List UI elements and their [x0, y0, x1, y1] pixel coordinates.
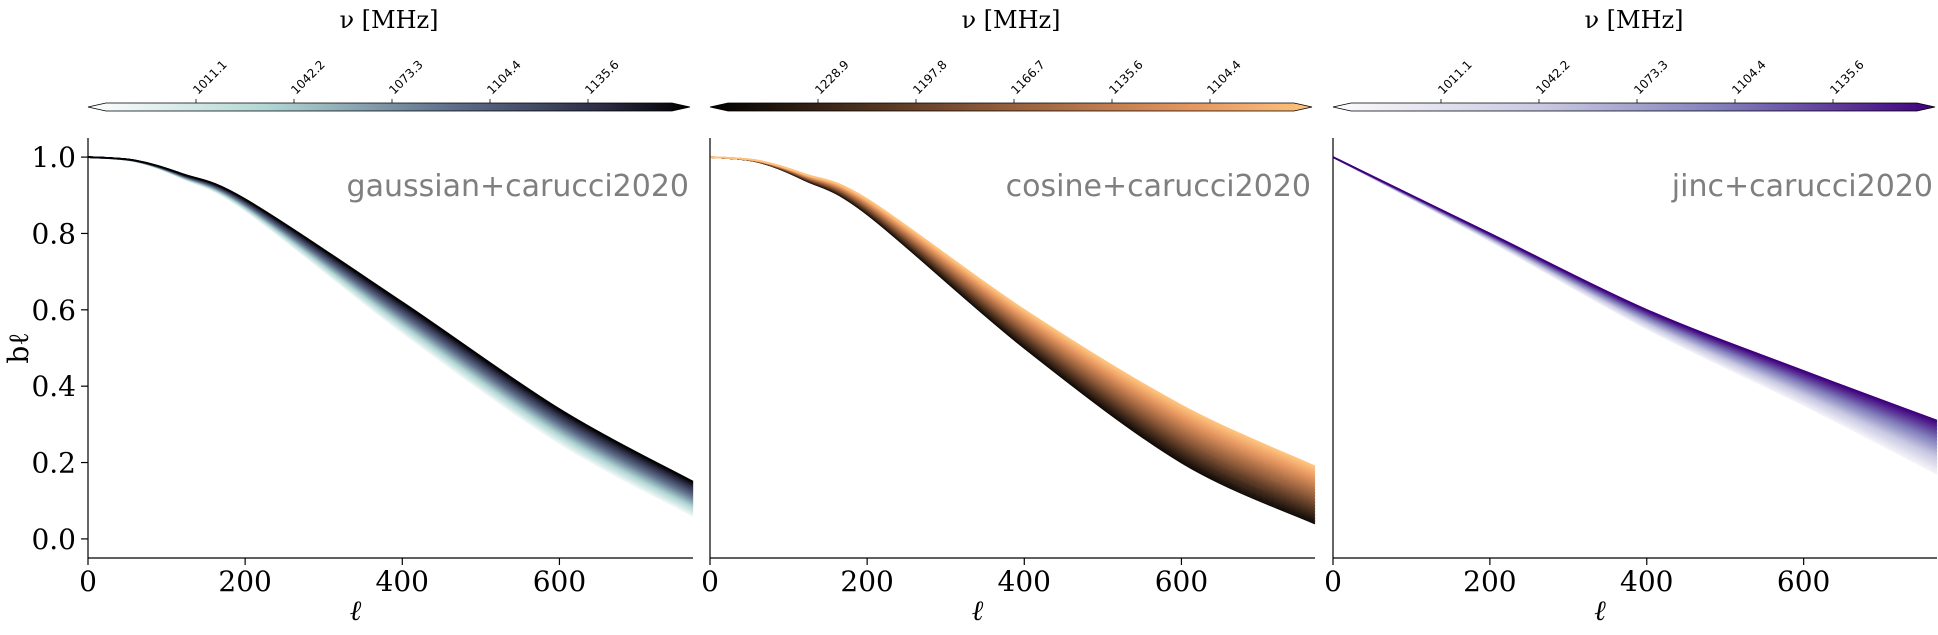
colorbar-tick-label: 1228.9 [812, 58, 852, 98]
curves [1332, 156, 1938, 475]
beam-curve [1332, 156, 1938, 422]
colorbar-tick-label: 1135.6 [1106, 58, 1146, 98]
panel-cosine: 1228.9 1197.8 1166.7 1135.6 1104.4 ν [MHz] 0 20… [701, 6, 1316, 627]
y-tick-label: 0.8 [31, 217, 76, 250]
x-tick-label: 600 [533, 565, 586, 598]
x-tick-label: 0 [701, 565, 719, 598]
colorbar-tick-label: 1073.3 [386, 58, 426, 98]
x-tick-label: 0 [1324, 565, 1342, 598]
beam-curve [87, 156, 694, 483]
colorbar-bar [709, 102, 1313, 112]
y-tick-label: 0.6 [31, 294, 76, 327]
axes: 0 200 400 600 ℓ 0.0 0.2 0.4 0.6 0.8 1.0 bℓ [2, 138, 693, 627]
panel-gaussian: 1011.1 1042.2 1073.3 1104.4 1135.6 ν [MHz] 0 20… [2, 6, 694, 627]
colorbar-tick-label: 1104.4 [1729, 58, 1769, 98]
beam-curve [709, 156, 1316, 468]
x-tick-label: 200 [218, 565, 271, 598]
x-axis-label: ℓ [972, 594, 984, 627]
colorbar-tick-label: 1197.8 [910, 58, 950, 98]
x-tick-label: 600 [1155, 565, 1208, 598]
y-tick-label: 0.2 [31, 447, 76, 480]
colorbar: 1011.1 1042.2 1073.3 1104.4 1135.6 ν [MHz] [87, 6, 691, 112]
y-tick-label: 1.0 [31, 141, 76, 174]
colorbar-tick-label: 1135.6 [582, 58, 622, 98]
colorbar-tick-label: 1135.6 [1827, 58, 1867, 98]
colorbar-tick-label: 1011.1 [1435, 58, 1475, 98]
x-tick-label: 0 [79, 565, 97, 598]
colorbar-tick-label: 1042.2 [288, 58, 328, 98]
colorbar: 1228.9 1197.8 1166.7 1135.6 1104.4 ν [MHz] [709, 6, 1313, 112]
panel-label: gaussian+carucci2020 [347, 169, 689, 204]
y-tick-label: 0.4 [31, 370, 76, 403]
axes: 0 200 400 600 ℓ [1324, 138, 1937, 627]
x-tick-label: 200 [840, 565, 893, 598]
colorbar: 1011.1 1042.2 1073.3 1104.4 1135.6 ν [MHz] [1332, 6, 1936, 112]
x-tick-label: 600 [1777, 565, 1830, 598]
colorbar-label: ν [MHz] [1584, 6, 1683, 34]
colorbar-label: ν [MHz] [339, 6, 438, 34]
colorbar-label: ν [MHz] [961, 6, 1060, 34]
curves [709, 156, 1316, 525]
colorbar-tick-label: 1104.4 [484, 58, 524, 98]
colorbar-bar [1332, 102, 1936, 112]
x-axis-label: ℓ [1594, 594, 1606, 627]
curves [87, 156, 694, 517]
x-tick-label: 400 [998, 565, 1051, 598]
colorbar-tick-label: 1042.2 [1533, 58, 1573, 98]
panel-jinc: 1011.1 1042.2 1073.3 1104.4 1135.6 ν [MHz] 0 20… [1324, 6, 1938, 627]
colorbar-tick-label: 1073.3 [1631, 58, 1671, 98]
colorbar-tick-label: 1166.7 [1008, 58, 1048, 98]
panel-label: cosine+carucci2020 [1006, 169, 1311, 204]
x-tick-label: 400 [376, 565, 429, 598]
colorbar-bar [87, 102, 691, 112]
x-tick-label: 400 [1620, 565, 1673, 598]
colorbar-tick-label: 1104.4 [1204, 58, 1244, 98]
y-tick-label: 0.0 [31, 523, 76, 556]
x-axis-label: ℓ [350, 594, 362, 627]
x-tick-label: 200 [1463, 565, 1516, 598]
colorbar-tick-label: 1011.1 [190, 58, 230, 98]
axes: 0 200 400 600 ℓ [701, 138, 1315, 627]
y-axis-label: bℓ [2, 332, 35, 363]
panel-label: jinc+carucci2020 [1671, 169, 1933, 204]
